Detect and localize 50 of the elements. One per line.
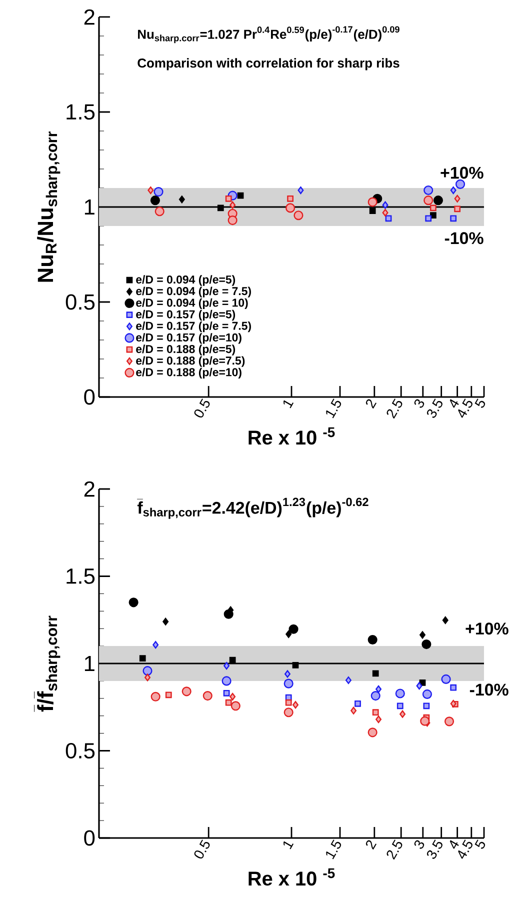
x-tick-label: 4.5 <box>458 398 472 418</box>
annotation: -10% <box>470 684 508 696</box>
x-axis-title: Re x 10 $^{-5}$ <box>248 427 335 445</box>
annotation: +10% <box>466 622 508 635</box>
x-tick-label: 4 <box>450 840 459 849</box>
x-tick-label: 2 <box>366 840 377 850</box>
x-tick-label: 3.5 <box>426 840 442 859</box>
x-tick-label: 3 <box>414 840 424 849</box>
y-tick-label: 0.5 <box>66 742 95 759</box>
legend-label: e/D = 0.157 (p/e = 7.5) <box>136 321 251 332</box>
legend-label: e/D = 0.188 (p/e=7.5) <box>136 356 245 367</box>
annotation: +10% <box>440 166 484 179</box>
y-tick-label: 2 <box>84 9 94 25</box>
x-tick-label: 1.5 <box>326 840 342 860</box>
x-tick-label: 5 <box>474 840 486 849</box>
y-tick-label: 0 <box>84 389 95 405</box>
x-tick-label: 2.5 <box>386 398 402 419</box>
x-tick-label: 4 <box>450 399 459 408</box>
x-tick-label: 2 <box>366 399 377 409</box>
legend-label: e/D = 0.094 (p/e = 10) <box>136 298 248 310</box>
x-tick-label: 1.5 <box>326 398 342 418</box>
text: $\bar{\textbf{f}}_{\textbf{sharp,corr}}\textbf{=2.42(e/D)}^{\textbf{1.23}}\textbf{(p/e)}^{\textbf{-0.62}}$ <box>137 498 368 519</box>
legend-label: e/D = 0.094 (p/e = 7.5) <box>136 286 251 298</box>
text: Comparison with correlation for sharp ribs <box>138 58 400 70</box>
x-tick-label: 1 <box>284 841 294 850</box>
y-tick-label: 1.5 <box>66 104 95 120</box>
x-tick-label: 3.5 <box>426 398 442 418</box>
y-tick-label: 1 <box>84 656 94 672</box>
x-tick-label: 4.5 <box>458 840 472 859</box>
legend-label: e/D = 0.157 (p/e=10) <box>136 333 242 344</box>
x-tick-label: 3 <box>414 399 424 408</box>
x-tick-label: 1 <box>284 400 294 408</box>
y-tick-label: 1 <box>84 199 94 215</box>
y-tick-label: 2 <box>84 481 94 497</box>
legend-label: e/D = 0.188 (p/e=5) <box>136 344 236 356</box>
y-axis-title: $\bar{\textbf{f}}\textbf{/}\bar{\textbf{f}}_{\textbf{sharp,corr}}$ <box>34 616 60 712</box>
text: $\textbf{Nu}_{\textbf{sharp.corr}}\textbf{=1.027 Pr}^{\textbf{0.4}}\textbf{Re}^{\textbf{0.59}}\textbf{(p/e)}^{\textbf{-0.17}}\textbf{(e/D)}^{\textbf{0.09}}$ <box>138 26 400 44</box>
x-tick-label: 0.5 <box>194 398 210 418</box>
y-tick-label: 0.5 <box>66 294 95 310</box>
x-tick-label: 0.5 <box>194 840 210 858</box>
x-axis-title: Re x 10 $^{-5}$ <box>248 868 335 886</box>
legend-label: e/D = 0.188 (p/e=10) <box>136 368 242 378</box>
x-tick-label: 5 <box>474 398 486 408</box>
y-axis-title: $\textbf{Nu}_{\textbf{R}}\textbf{/Nu}_{\textbf{sharp,corr}}$ <box>37 131 60 282</box>
y-tick-label: 0 <box>84 830 95 846</box>
legend-label: e/D = 0.094 (p/e=5) <box>136 275 236 286</box>
legend-label: e/D = 0.157 (p/e=5) <box>136 310 236 321</box>
x-tick-label: 2.5 <box>386 840 402 860</box>
annotation: -10% <box>444 232 484 244</box>
y-tick-label: 1.5 <box>66 568 95 584</box>
